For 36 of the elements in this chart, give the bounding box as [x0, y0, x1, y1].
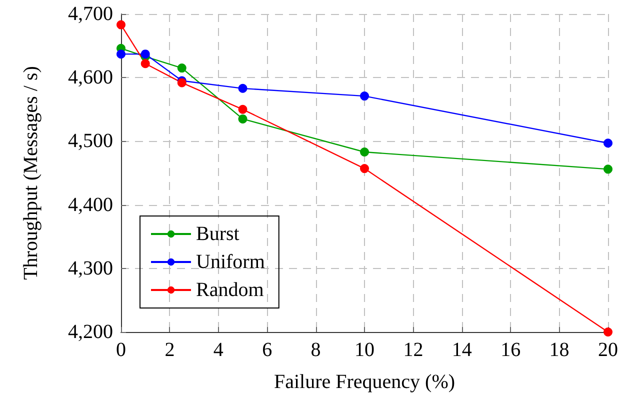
- point: [604, 164, 612, 174]
- point: [140, 50, 150, 59]
- point: [360, 92, 369, 101]
- y-tick-label: 4,200: [68, 321, 113, 343]
- point: [360, 164, 369, 174]
- point: [604, 328, 612, 336]
- point: [238, 114, 248, 124]
- legend-label: Random: [196, 279, 264, 301]
- y-tick-label: 4,700: [68, 3, 113, 25]
- x-axis-title: Failure Frequency (%): [274, 371, 456, 393]
- y-tick-label: 4,400: [68, 194, 113, 216]
- y-axis-title: Throughput (Messages / s): [20, 66, 42, 280]
- legend-label: Burst: [196, 223, 240, 245]
- point: [238, 104, 248, 114]
- point: [360, 148, 369, 157]
- point: [116, 20, 126, 30]
- legend-label: Uniform: [196, 251, 266, 273]
- y-tick-label: 4,500: [68, 130, 113, 152]
- x-tick-label: 0: [116, 339, 126, 361]
- point: [604, 138, 612, 148]
- point: [140, 59, 150, 68]
- y-tick-label: 4,600: [68, 66, 113, 89]
- x-tick-label: 6: [262, 339, 272, 361]
- x-tick-label: 16: [500, 339, 521, 361]
- point: [177, 64, 186, 73]
- x-tick-label: 8: [310, 339, 321, 361]
- x-tick-label: 18: [549, 339, 570, 361]
- x-tick-label: 4: [213, 339, 224, 361]
- x-tick-label: 2: [164, 339, 175, 361]
- point: [116, 50, 126, 59]
- point: [238, 84, 248, 93]
- x-tick-label: 20: [598, 339, 618, 361]
- x-tick-label: 12: [403, 339, 424, 361]
- y-tick-label: 4,300: [68, 257, 113, 280]
- x-tick-label: 10: [354, 339, 374, 361]
- x-tick-label: 14: [452, 339, 472, 361]
